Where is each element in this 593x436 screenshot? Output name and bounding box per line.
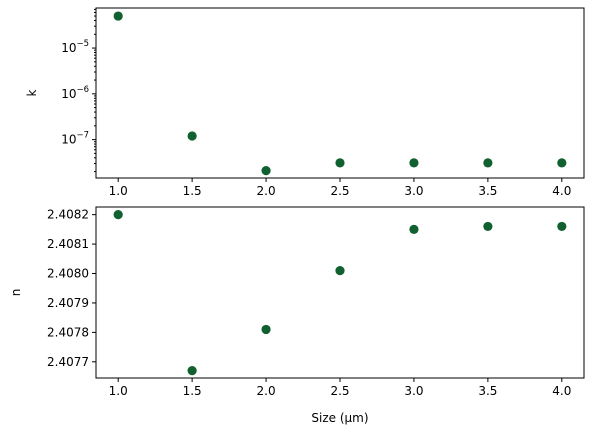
data-point: [557, 221, 567, 232]
y-tick-exponent: −7: [76, 131, 89, 141]
x-tick-label: 3.5: [478, 384, 497, 398]
y-axis-label: k: [25, 89, 39, 96]
data-point: [261, 166, 271, 176]
data-point: [483, 221, 493, 232]
x-tick-label: 4.0: [552, 184, 571, 198]
y-tick-label: 2.4078: [47, 325, 89, 339]
data-point: [557, 158, 567, 168]
x-axis-label: Size (μm): [311, 411, 368, 425]
y-tick-base: 10: [61, 133, 76, 147]
data-point: [187, 131, 197, 141]
x-tick-label: 3.5: [478, 184, 497, 198]
y-tick-label: 10−7: [61, 131, 89, 147]
y-tick-label: 2.4081: [47, 237, 89, 251]
y-tick-label: 2.4079: [47, 296, 89, 310]
data-point: [483, 158, 493, 168]
x-tick-label: 3.0: [404, 184, 423, 198]
y-tick-base: 10: [61, 87, 76, 101]
data-point: [335, 265, 345, 276]
x-tick-label: 2.0: [257, 184, 276, 198]
x-tick-label: 3.0: [404, 384, 423, 398]
y-tick-label: 2.4082: [47, 208, 89, 222]
y-axis-label: n: [9, 289, 23, 297]
y-tick-base: 10: [61, 41, 76, 55]
data-point: [261, 324, 271, 335]
x-tick-label: 1.5: [183, 384, 202, 398]
y-tick-label: 2.4080: [47, 267, 89, 281]
x-tick-label: 2.5: [330, 384, 349, 398]
data-point: [113, 11, 123, 21]
y-tick-label: 10−6: [61, 85, 89, 101]
y-tick-exponent: −5: [76, 39, 89, 49]
x-tick-label: 1.0: [109, 384, 128, 398]
top-panel-k: 1.0 1.5 2.0 2.5 3.0 3.5 4.010−710−610−5k: [25, 7, 585, 198]
data-point: [409, 224, 419, 234]
x-tick-label: 2.0: [257, 384, 276, 398]
data-point: [187, 366, 197, 376]
data-point: [113, 210, 123, 220]
y-tick-label: 10−5: [61, 39, 89, 55]
data-point: [335, 158, 345, 168]
bottom-panel-n: 1.0 1.5 2.0 2.5 3.0 3.5 4.0 2.4077 2.4078 2.4079 2…: [9, 206, 585, 425]
x-tick-label: 2.5: [330, 184, 349, 198]
x-tick-label: 1.0: [109, 184, 128, 198]
y-tick-exponent: −6: [76, 85, 89, 95]
data-point: [409, 158, 419, 168]
x-tick-label: 1.5: [183, 184, 202, 198]
y-tick-label: 2.4077: [47, 355, 89, 369]
x-tick-label: 4.0: [552, 384, 571, 398]
